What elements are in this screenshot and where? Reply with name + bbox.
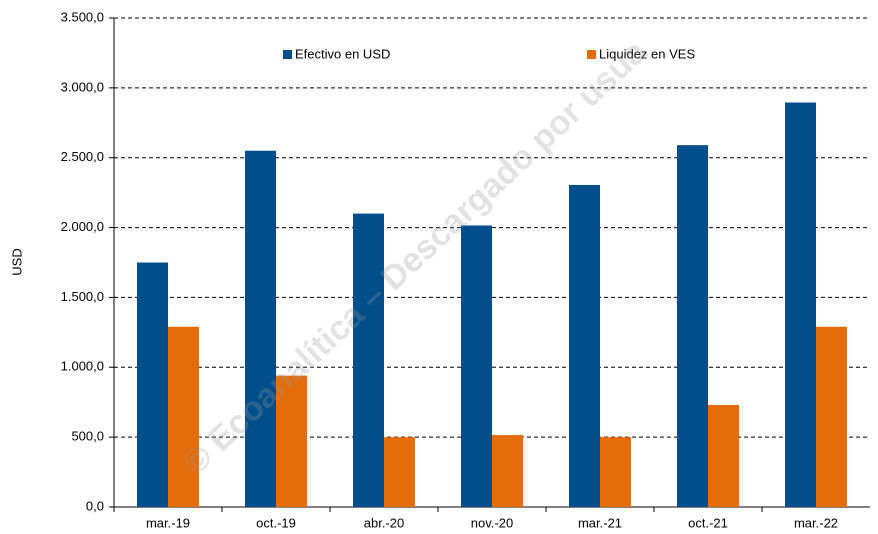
bar [492, 435, 523, 507]
y-tick-label: 0,0 [86, 498, 104, 513]
x-tick-label: oct.-19 [256, 515, 296, 530]
bar [600, 437, 631, 507]
y-tick-label: 500,0 [71, 429, 104, 444]
bar [461, 225, 492, 507]
bar [785, 102, 816, 507]
legend-label: Liquidez en VES [599, 46, 695, 61]
bar [569, 184, 600, 508]
legend-label: Efectivo en USD [295, 46, 390, 61]
y-tick-label: 3.000,0 [61, 79, 104, 94]
y-tick-label: 1.500,0 [61, 289, 104, 304]
legend-swatch [587, 50, 596, 59]
bar [384, 437, 415, 507]
x-tick-label: nov.-20 [471, 515, 513, 530]
bar [816, 326, 847, 507]
bar [276, 375, 307, 507]
x-tick-label: abr.-20 [364, 515, 404, 530]
bar [168, 326, 199, 507]
y-tick-label: 3.500,0 [61, 9, 104, 24]
y-tick-label: 2.500,0 [61, 149, 104, 164]
x-tick-label: oct.-21 [688, 515, 728, 530]
x-tick-label: mar.-19 [146, 515, 190, 530]
bar [137, 262, 168, 507]
x-tick-label: mar.-21 [578, 515, 622, 530]
bar [677, 145, 708, 507]
x-tick-label: mar.-22 [794, 515, 838, 530]
y-axis-label: USD [9, 248, 24, 275]
bar [708, 405, 739, 507]
legend-swatch [283, 50, 292, 59]
bar [245, 150, 276, 507]
y-tick-label: 1.000,0 [61, 359, 104, 374]
bar [353, 213, 384, 507]
y-tick-label: 2.000,0 [61, 219, 104, 234]
